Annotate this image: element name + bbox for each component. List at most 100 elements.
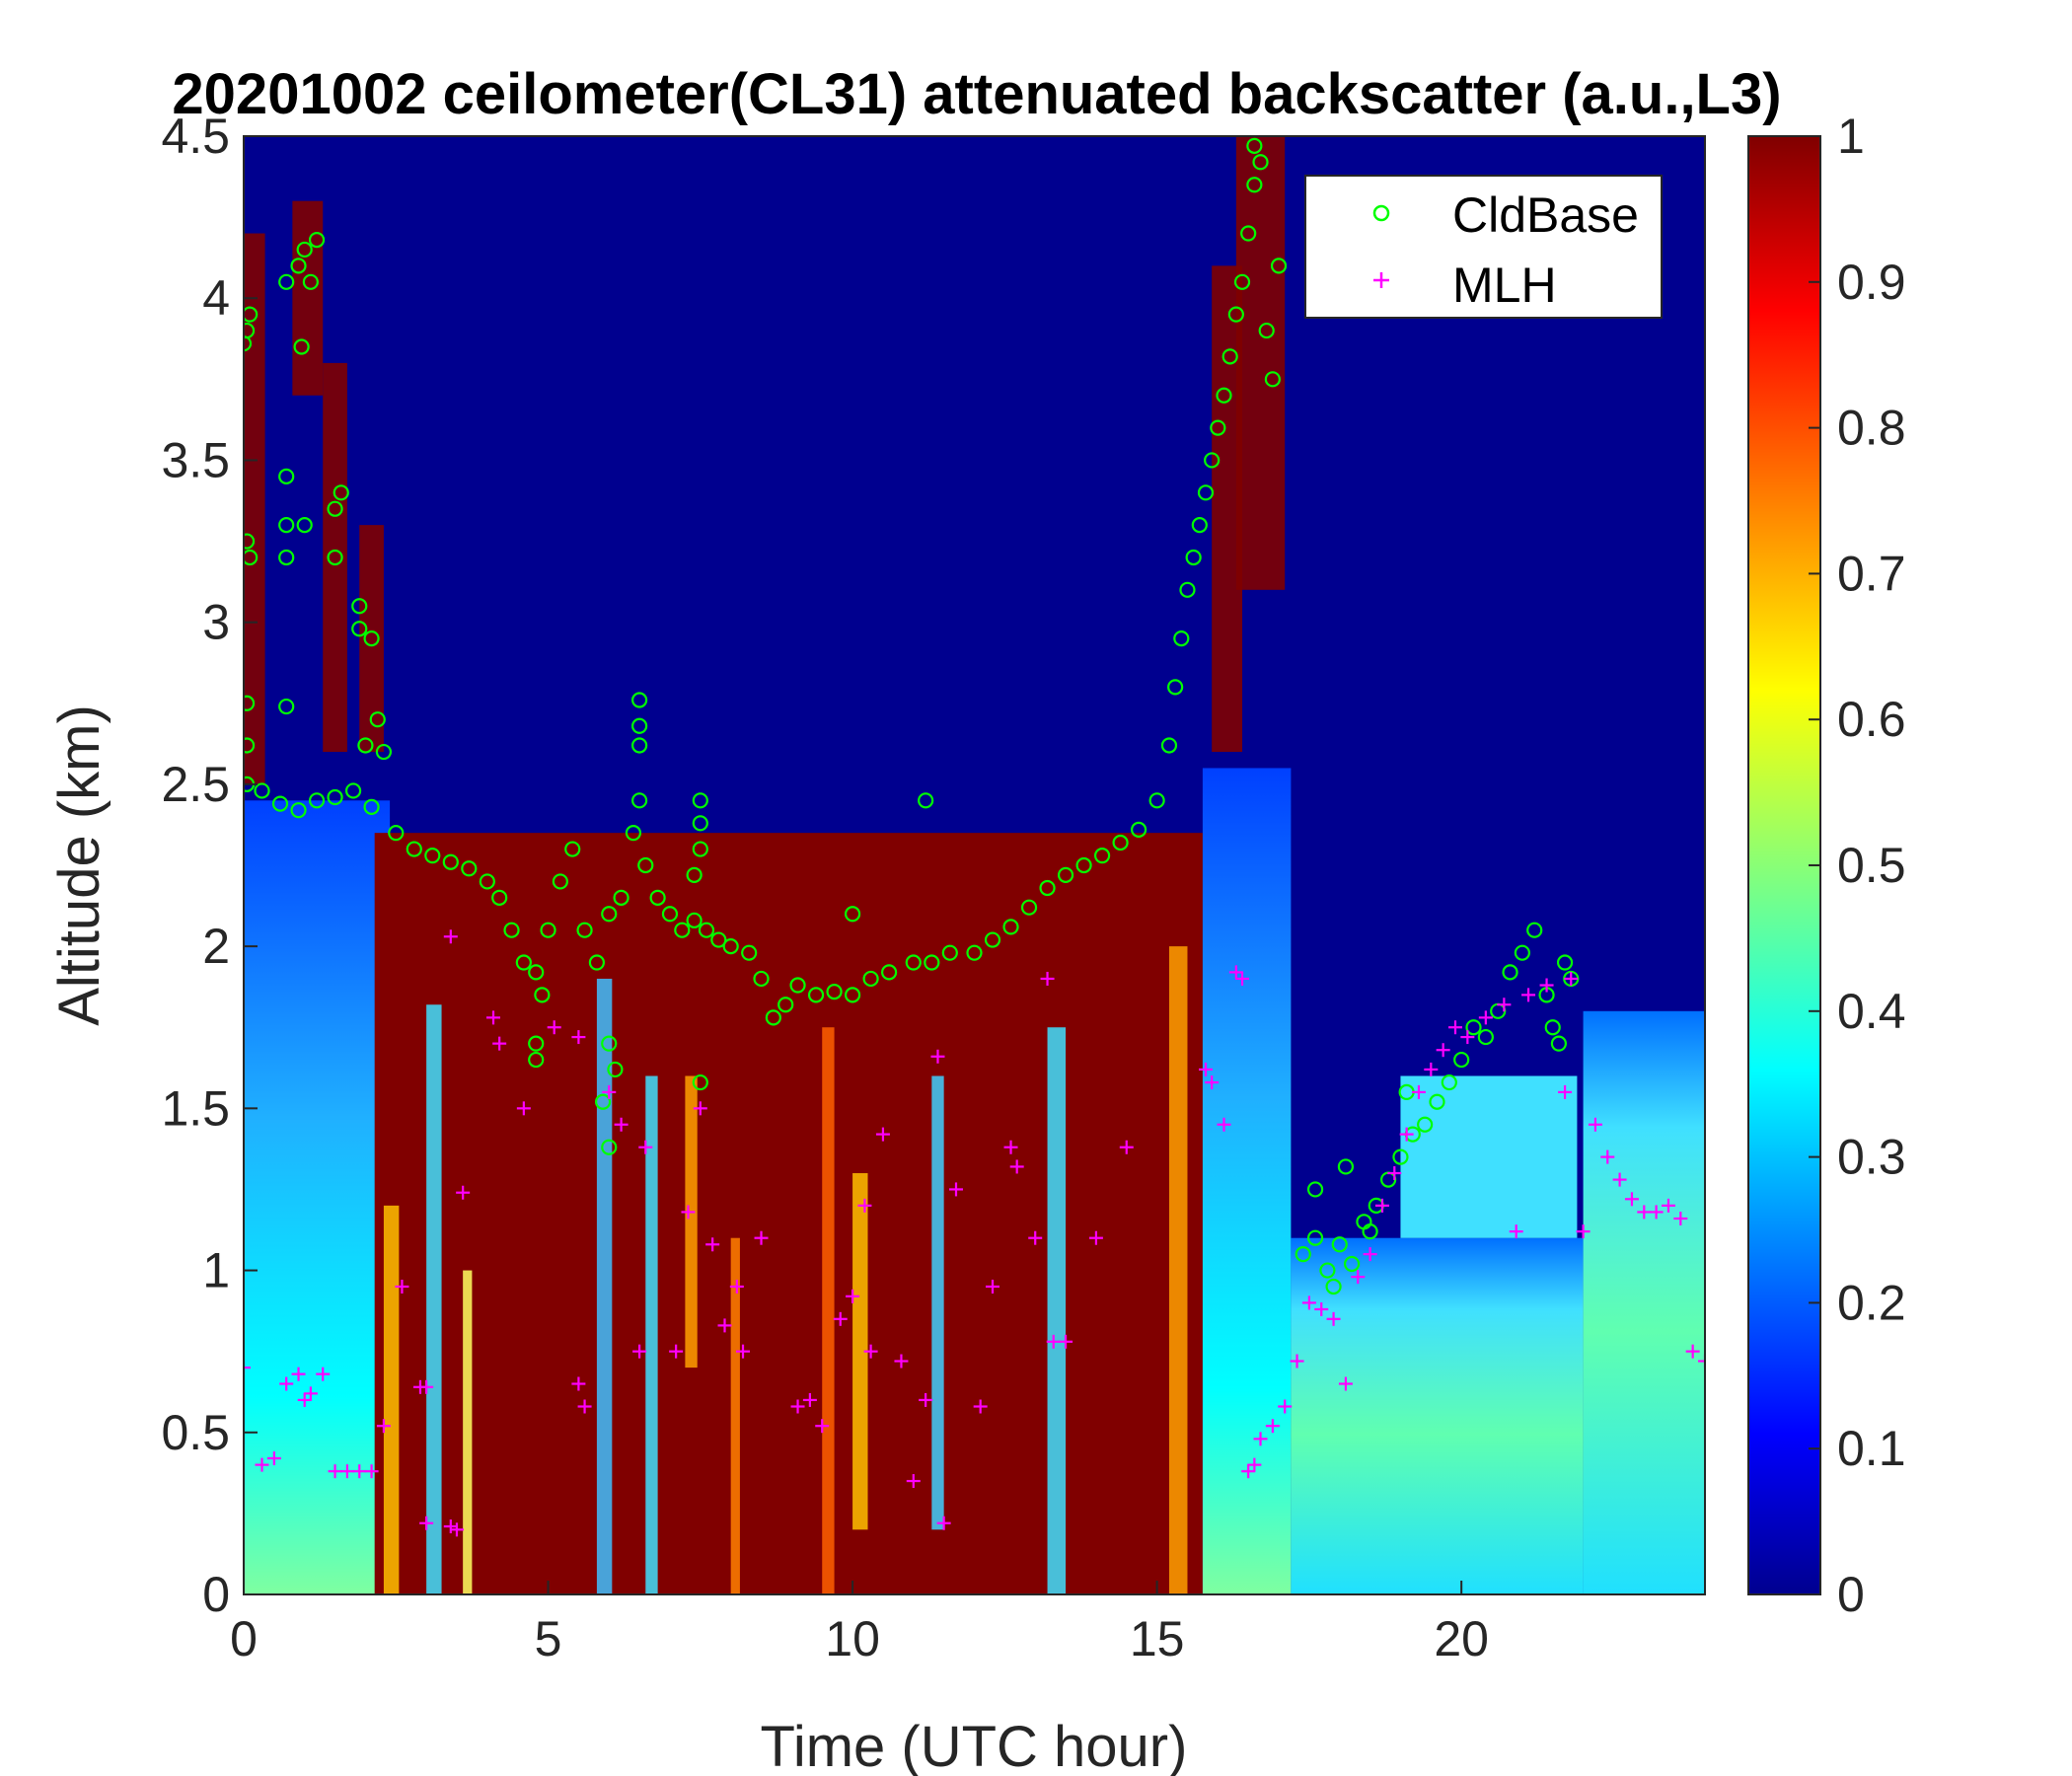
y-tick-label: 0 xyxy=(202,1567,230,1622)
cldbase-point xyxy=(1429,1093,1445,1110)
cldbase-point xyxy=(826,983,843,1000)
cldbase-point xyxy=(692,841,708,857)
mlh-point xyxy=(1003,1140,1018,1154)
cldbase-point xyxy=(1020,899,1038,916)
cldbase-point xyxy=(1270,258,1288,274)
x-tick-label: 0 xyxy=(230,1611,258,1666)
mlh-point xyxy=(894,1354,909,1369)
mlh-point xyxy=(571,1030,586,1045)
cldbase-point xyxy=(278,468,295,484)
cldbase-point xyxy=(1173,629,1190,647)
mlh-point xyxy=(1290,1354,1304,1369)
cldbase-point xyxy=(692,815,708,832)
mlh-point xyxy=(1411,1084,1426,1099)
mlh-point xyxy=(1521,988,1536,1002)
cldbase-point xyxy=(1331,1236,1348,1253)
mlh-point xyxy=(1253,1432,1268,1446)
y-axis: 0 0.5 1 1.5 2 2.5 3 3.5 4 4.5 xyxy=(161,109,258,1622)
y-tick-label: 3 xyxy=(202,595,230,650)
heatmap xyxy=(244,136,1705,1594)
cldbase-point xyxy=(528,1035,545,1052)
cldbase-point xyxy=(1514,944,1530,961)
cldbase-point xyxy=(674,922,691,938)
mlh-point xyxy=(632,1344,647,1359)
heatmap-region xyxy=(1291,1237,1584,1594)
cldbase-point xyxy=(296,241,313,259)
cldbase-point xyxy=(1477,1028,1494,1046)
cldbase-point xyxy=(631,792,648,809)
cldbase-point xyxy=(613,889,629,906)
mlh-point xyxy=(693,1101,707,1116)
cldbase-point xyxy=(552,873,568,890)
cldbase-point xyxy=(941,944,958,961)
y-tick-label: 1.5 xyxy=(161,1080,230,1136)
heatmap-region xyxy=(374,833,1203,1594)
cldbase-point xyxy=(601,1035,618,1052)
cldbase-point xyxy=(1550,1035,1568,1052)
plot-area xyxy=(244,136,1705,1594)
mlh-point xyxy=(376,1419,391,1434)
cldbase-point xyxy=(741,944,758,961)
cldbase-point xyxy=(290,802,307,819)
cldbase-point xyxy=(765,1009,781,1026)
cldbase-point xyxy=(692,1073,708,1091)
x-tick-label: 5 xyxy=(535,1611,562,1666)
cldbase-point xyxy=(406,841,422,857)
cldbase-point xyxy=(1306,1181,1324,1198)
mlh-point xyxy=(1399,1127,1414,1142)
legend-cldbase-marker xyxy=(1372,204,1390,222)
mlh-point xyxy=(1649,1205,1664,1220)
cldbase-point xyxy=(244,549,259,566)
colorbar: 0 0.1 0.2 0.3 0.4 0.5 0.6 0.7 0.8 0.9 1 xyxy=(1747,109,1906,1622)
mlh-point xyxy=(669,1344,684,1359)
heatmap-streak xyxy=(426,1004,442,1594)
cldbase-point xyxy=(807,987,825,1003)
mlh-point xyxy=(815,1419,830,1434)
cldbase-point xyxy=(1544,1019,1561,1036)
cldbase-point xyxy=(1337,1158,1355,1175)
cldbase-point xyxy=(244,737,256,754)
mlh-point xyxy=(1351,1270,1366,1285)
mlh-point xyxy=(1460,1030,1475,1045)
cldbase-point xyxy=(1319,1262,1336,1279)
mlh-point xyxy=(1576,1224,1591,1239)
heatmap-cloud xyxy=(244,233,265,784)
cldbase-point xyxy=(753,970,770,988)
cldbase-point xyxy=(1204,452,1221,469)
mlh-point xyxy=(1241,1464,1256,1479)
heatmap-streak xyxy=(931,1075,944,1530)
mlh-point xyxy=(948,1182,963,1197)
cldbase-point xyxy=(1417,1116,1434,1133)
cldbase-point xyxy=(686,866,703,883)
mlh-point xyxy=(1637,1205,1652,1220)
cldbase-point xyxy=(844,987,861,1003)
cldbase-point xyxy=(1075,856,1092,874)
mlh-point xyxy=(1497,998,1512,1012)
mlh-point xyxy=(906,1474,921,1489)
heatmap-streak xyxy=(383,1205,400,1594)
cldbase-point xyxy=(1556,954,1574,971)
cldbase-point xyxy=(302,273,319,290)
mlh-point xyxy=(1217,1117,1231,1132)
mlh-point xyxy=(602,1084,617,1099)
mlh-point xyxy=(456,1185,471,1200)
y-tick-label: 4 xyxy=(202,270,230,326)
mlh-point xyxy=(1387,1166,1402,1181)
heatmap-region xyxy=(1583,1010,1705,1594)
cldbase-point xyxy=(424,848,441,864)
cldbase-point xyxy=(601,906,618,923)
mlh-point xyxy=(419,1516,434,1530)
mlh-point xyxy=(846,1289,860,1303)
mlh-point xyxy=(443,929,458,944)
legend-box xyxy=(1304,175,1663,319)
mlh-point xyxy=(736,1344,751,1359)
cldbase-point xyxy=(244,322,256,339)
heatmap-streak xyxy=(685,1075,698,1369)
mlh-point xyxy=(1698,1354,1705,1369)
cldbase-point xyxy=(966,944,983,961)
mlh-point xyxy=(1040,971,1055,986)
heatmap-streak xyxy=(852,1173,868,1530)
cldbase-point xyxy=(844,906,861,923)
mlh-point xyxy=(1509,1224,1523,1239)
